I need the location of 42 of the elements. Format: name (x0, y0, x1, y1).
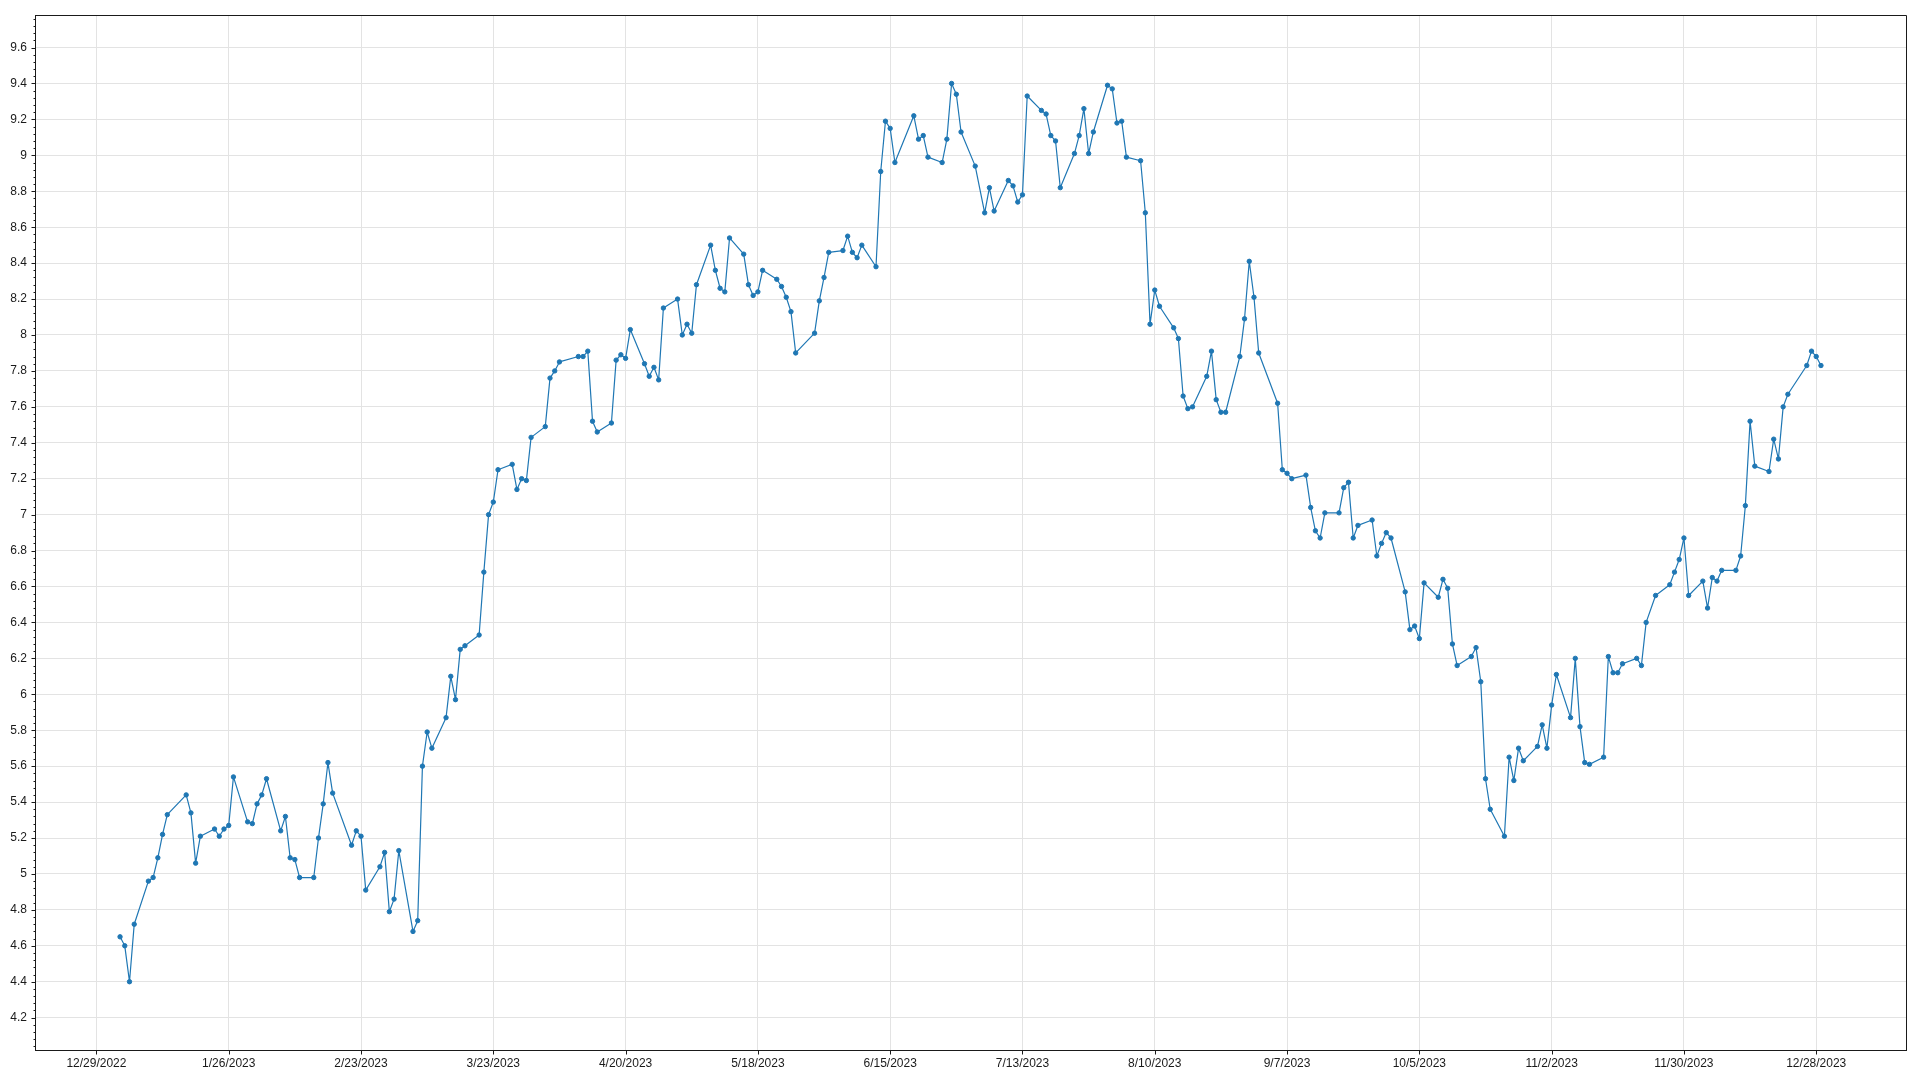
x-tick-label: 7/13/2023 (995, 1055, 1050, 1070)
y-tick-label: 6 (20, 686, 28, 701)
y-tick-label: 4.4 (10, 974, 28, 989)
y-tick-label: 5 (20, 866, 28, 881)
x-tick-label: 11/2/2023 (1525, 1055, 1579, 1070)
y-tick-label: 4.6 (10, 938, 28, 953)
x-tick-label: 2/23/2023 (334, 1055, 389, 1070)
x-tick-label: 4/20/2023 (598, 1055, 653, 1070)
y-tick-label: 7.4 (10, 435, 28, 450)
y-tick-label: 5.8 (10, 722, 28, 737)
y-tick-label: 6.6 (10, 578, 28, 593)
y-tick-label: 7.8 (10, 363, 28, 378)
x-tick-label: 10/5/2023 (1392, 1055, 1447, 1070)
x-tick-label: 5/18/2023 (731, 1055, 785, 1070)
y-tick-label: 4.8 (10, 902, 28, 917)
y-tick-label: 9.4 (10, 75, 28, 90)
y-tick-label: 8.2 (10, 291, 28, 306)
x-tick-label: 6/15/2023 (863, 1055, 918, 1070)
y-tick-label: 5.4 (10, 794, 28, 809)
x-tick-label: 12/28/2023 (1786, 1055, 1847, 1070)
y-tick-label: 7.6 (10, 399, 28, 414)
y-tick-label: 7 (20, 506, 28, 521)
x-tick-label: 11/30/2023 (1654, 1055, 1714, 1070)
y-tick-label: 9.6 (10, 39, 28, 54)
x-tick-label: 12/29/2022 (66, 1055, 127, 1070)
x-tick-label: 3/23/2023 (466, 1055, 521, 1070)
y-tick-label: 6.8 (10, 542, 28, 557)
x-tick-label: 8/10/2023 (1128, 1055, 1182, 1070)
x-tick-label: 1/26/2023 (202, 1055, 256, 1070)
y-tick-label: 8.8 (10, 183, 28, 198)
y-tick-label: 4.2 (10, 1009, 28, 1024)
y-tick-label: 7.2 (10, 471, 28, 486)
y-tick-label: 6.4 (10, 614, 28, 629)
x-tick-label: 9/7/2023 (1263, 1055, 1311, 1070)
y-tick-label: 5.2 (10, 830, 28, 845)
y-tick-label: 9 (20, 147, 28, 162)
y-tick-label: 5.6 (10, 758, 28, 773)
y-tick-label: 9.2 (10, 111, 28, 126)
y-tick-label: 8.6 (10, 219, 28, 234)
y-tick-label: 8.4 (10, 255, 28, 270)
y-tick-label: 6.2 (10, 650, 28, 665)
y-tick-label: 8 (20, 327, 28, 342)
